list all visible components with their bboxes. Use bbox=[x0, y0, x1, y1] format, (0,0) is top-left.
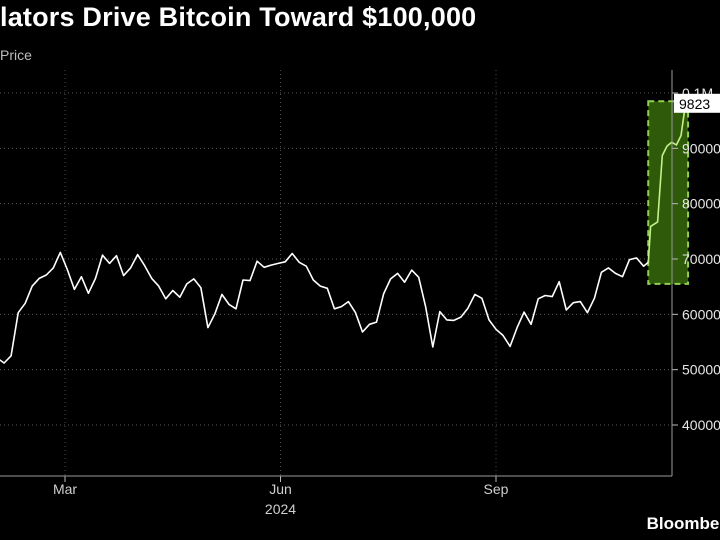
grid-layer bbox=[0, 92, 672, 426]
price-series-line bbox=[0, 251, 649, 364]
y-tick-label: 90000 bbox=[682, 140, 720, 156]
axis-layer bbox=[0, 70, 678, 482]
y-axis-subtitle: Price bbox=[0, 47, 32, 63]
chart-title: lators Drive Bitcoin Toward $100,000 bbox=[0, 2, 477, 32]
last-value-box bbox=[674, 93, 720, 113]
last-value-label: 9823 bbox=[679, 96, 710, 112]
y-tick-label: 60000 bbox=[682, 306, 720, 322]
x-grid-layer bbox=[64, 70, 497, 476]
line-layer bbox=[0, 102, 687, 364]
x-tick-label: Sep bbox=[484, 481, 509, 497]
price-series-line-highlighted bbox=[647, 102, 687, 263]
x-tick-year-label: 2024 bbox=[265, 501, 296, 517]
y-tick-label: 80000 bbox=[682, 196, 720, 212]
x-tick-label: Jun bbox=[269, 481, 292, 497]
y-tick-label: 40000 bbox=[682, 417, 720, 433]
brand-logo-text: Bloomber bbox=[646, 514, 720, 533]
x-tick-label: Mar bbox=[53, 481, 77, 497]
y-tick-label: 50000 bbox=[682, 362, 720, 378]
y-tick-label: 70000 bbox=[682, 251, 720, 267]
